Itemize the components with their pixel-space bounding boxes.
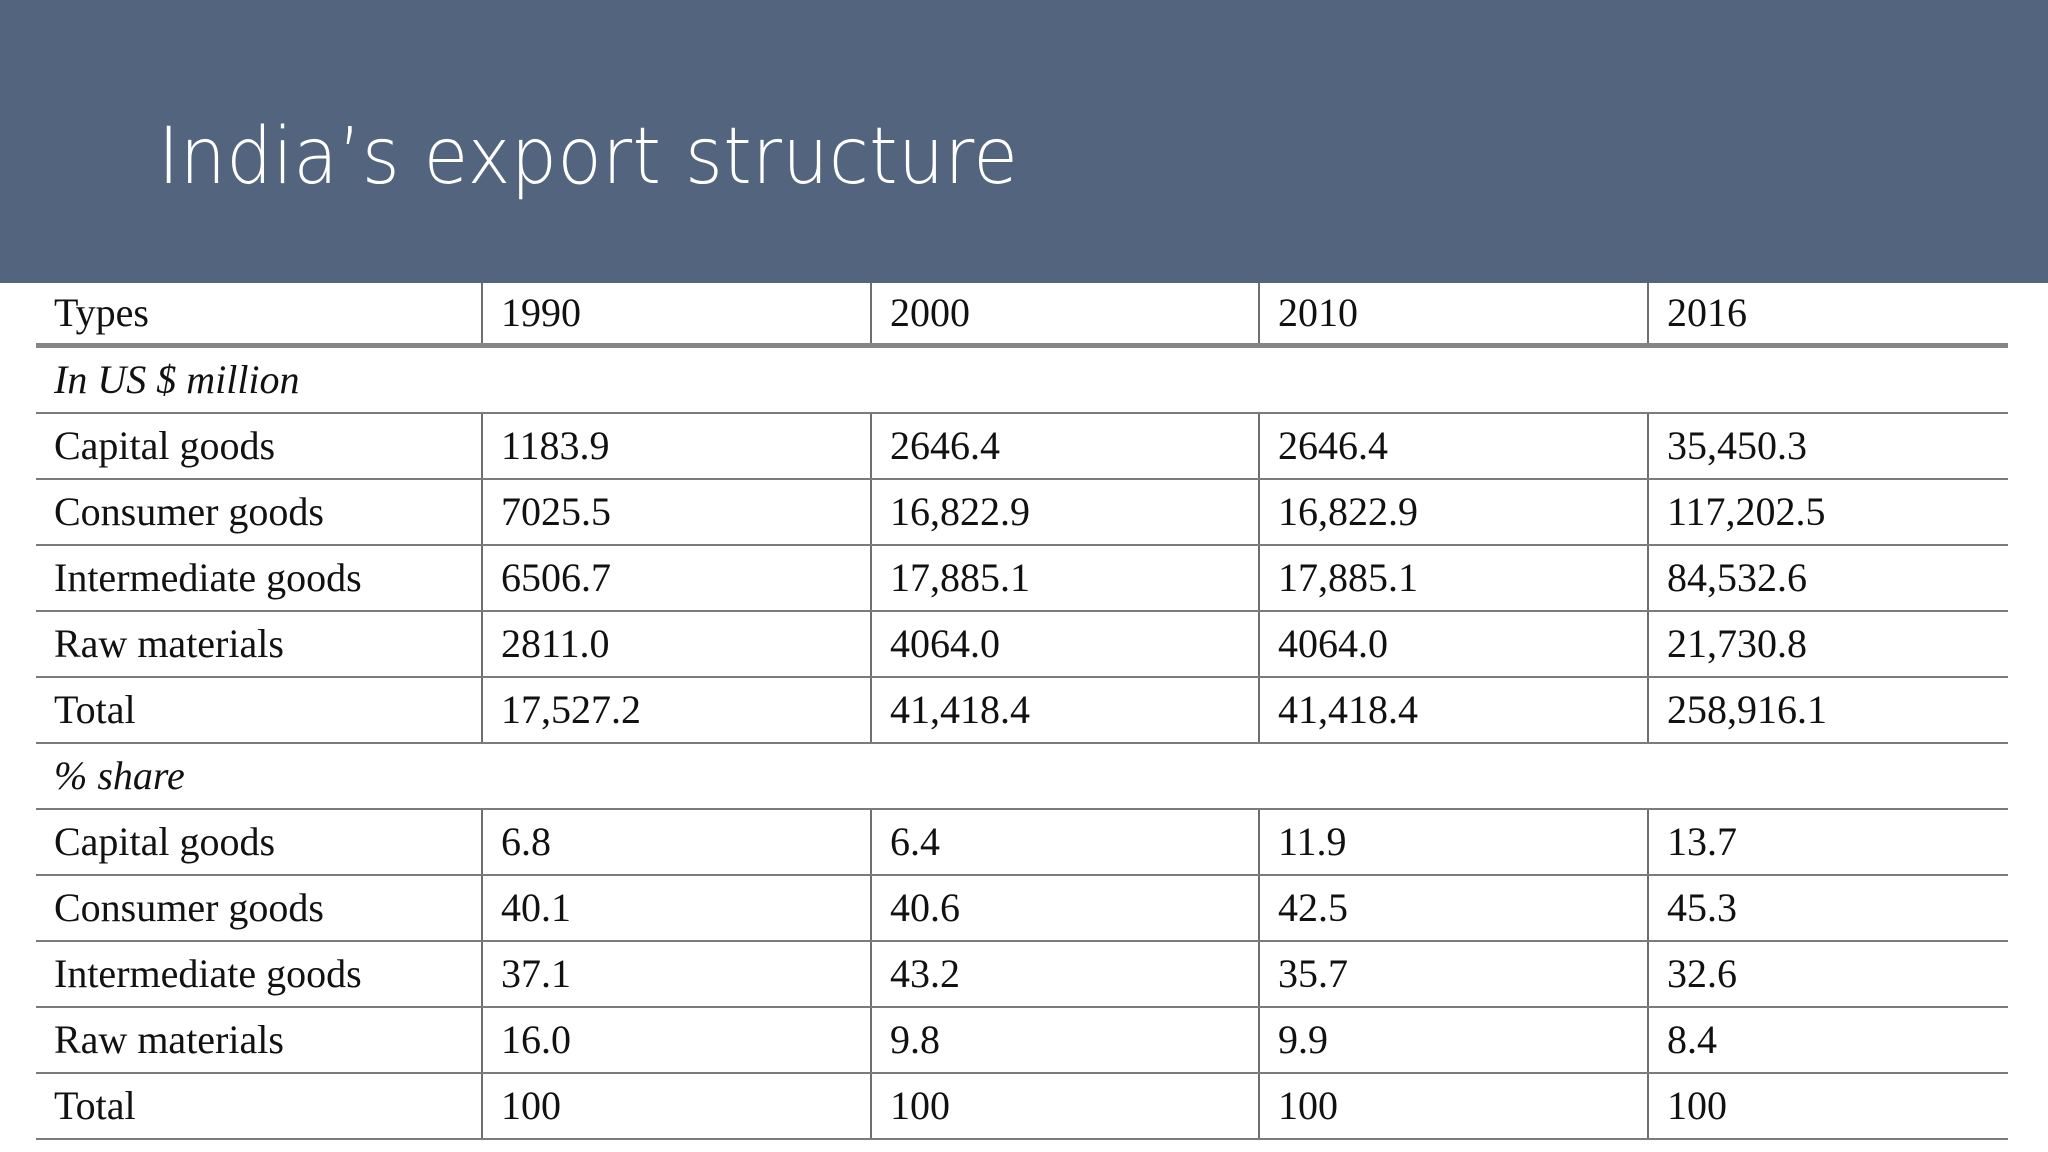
- section-row-us-million: In US $ million: [36, 345, 2008, 414]
- column-header-2016: 2016: [1647, 283, 2008, 348]
- cell-2016: 32.6: [1647, 941, 2008, 1008]
- section-label: In US $ million: [36, 345, 2008, 414]
- cell-1990: 2811.0: [481, 611, 871, 678]
- cell-2016: 100: [1647, 1073, 2008, 1140]
- table-row: Raw materials 2811.0 4064.0 4064.0 21,73…: [36, 611, 2008, 678]
- cell-2010: 35.7: [1258, 941, 1648, 1008]
- table-row: Intermediate goods 6506.7 17,885.1 17,88…: [36, 545, 2008, 612]
- cell-2016: 117,202.5: [1647, 479, 2008, 546]
- table-row: Consumer goods 40.1 40.6 42.5 45.3: [36, 875, 2008, 942]
- row-type: Total: [36, 1073, 482, 1140]
- cell-2010: 100: [1258, 1073, 1648, 1140]
- row-type: Intermediate goods: [36, 545, 482, 612]
- table-row: Capital goods 1183.9 2646.4 2646.4 35,45…: [36, 413, 2008, 480]
- cell-2016: 45.3: [1647, 875, 2008, 942]
- cell-2000: 43.2: [870, 941, 1259, 1008]
- column-header-2000: 2000: [870, 283, 1259, 348]
- cell-1990: 37.1: [481, 941, 871, 1008]
- table-header-row: Types 1990 2000 2010 2016: [36, 283, 2008, 348]
- column-header-2010: 2010: [1258, 283, 1648, 348]
- row-type: Raw materials: [36, 1007, 482, 1074]
- section-row-percent-share: % share: [36, 743, 2008, 810]
- cell-2016: 35,450.3: [1647, 413, 2008, 480]
- row-type: Consumer goods: [36, 479, 482, 546]
- table-row-total: Total 17,527.2 41,418.4 41,418.4 258,916…: [36, 677, 2008, 744]
- cell-2000: 9.8: [870, 1007, 1259, 1074]
- cell-2010: 42.5: [1258, 875, 1648, 942]
- cell-2000: 41,418.4: [870, 677, 1259, 744]
- cell-2016: 21,730.8: [1647, 611, 2008, 678]
- cell-2000: 2646.4: [870, 413, 1259, 480]
- cell-2016: 258,916.1: [1647, 677, 2008, 744]
- cell-2010: 9.9: [1258, 1007, 1648, 1074]
- row-type: Intermediate goods: [36, 941, 482, 1008]
- cell-1990: 6.8: [481, 809, 871, 876]
- row-type: Consumer goods: [36, 875, 482, 942]
- cell-2010: 2646.4: [1258, 413, 1648, 480]
- cell-2010: 17,885.1: [1258, 545, 1648, 612]
- column-header-1990: 1990: [481, 283, 871, 348]
- cell-2010: 11.9: [1258, 809, 1648, 876]
- cell-2010: 16,822.9: [1258, 479, 1648, 546]
- row-type: Capital goods: [36, 413, 482, 480]
- cell-2000: 17,885.1: [870, 545, 1259, 612]
- cell-2016: 8.4: [1647, 1007, 2008, 1074]
- title-band: India’s export structure: [0, 0, 2048, 283]
- table-row: Consumer goods 7025.5 16,822.9 16,822.9 …: [36, 479, 2008, 546]
- row-type: Capital goods: [36, 809, 482, 876]
- slide-title: India’s export structure: [158, 112, 1019, 202]
- table-row: Intermediate goods 37.1 43.2 35.7 32.6: [36, 941, 2008, 1008]
- cell-2000: 100: [870, 1073, 1259, 1140]
- table-row: Capital goods 6.8 6.4 11.9 13.7: [36, 809, 2008, 876]
- section-label: % share: [36, 743, 2008, 810]
- row-type: Raw materials: [36, 611, 482, 678]
- cell-1990: 100: [481, 1073, 871, 1140]
- cell-2000: 6.4: [870, 809, 1259, 876]
- row-type: Total: [36, 677, 482, 744]
- cell-1990: 17,527.2: [481, 677, 871, 744]
- cell-2000: 4064.0: [870, 611, 1259, 678]
- column-header-types: Types: [36, 283, 482, 348]
- cell-1990: 1183.9: [481, 413, 871, 480]
- cell-1990: 16.0: [481, 1007, 871, 1074]
- table-row: Raw materials 16.0 9.8 9.9 8.4: [36, 1007, 2008, 1074]
- export-structure-table: Types 1990 2000 2010 2016 In US $ millio…: [36, 283, 2008, 1140]
- cell-1990: 6506.7: [481, 545, 871, 612]
- cell-2000: 40.6: [870, 875, 1259, 942]
- table-row-total: Total 100 100 100 100: [36, 1073, 2008, 1140]
- export-structure-table-container: Types 1990 2000 2010 2016 In US $ millio…: [36, 283, 2008, 1140]
- cell-2000: 16,822.9: [870, 479, 1259, 546]
- cell-1990: 7025.5: [481, 479, 871, 546]
- cell-2016: 13.7: [1647, 809, 2008, 876]
- cell-2010: 4064.0: [1258, 611, 1648, 678]
- cell-2010: 41,418.4: [1258, 677, 1648, 744]
- cell-2016: 84,532.6: [1647, 545, 2008, 612]
- cell-1990: 40.1: [481, 875, 871, 942]
